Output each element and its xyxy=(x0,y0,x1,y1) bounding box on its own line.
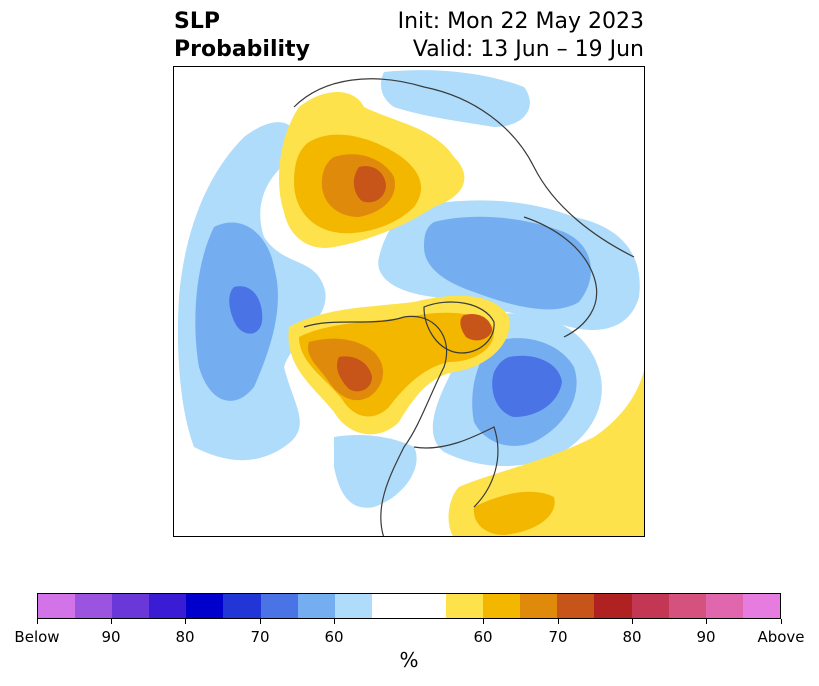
colorbar-segment xyxy=(260,594,298,618)
colorbar-tick-label: 80 xyxy=(622,628,642,646)
colorbar-tickmark xyxy=(781,619,782,624)
below-region-top xyxy=(381,70,530,127)
colorbar-segment xyxy=(408,594,447,618)
colorbar-segment xyxy=(38,594,76,618)
colorbar-tickmark xyxy=(260,619,261,624)
colorbar-tick-label: 70 xyxy=(548,628,568,646)
colorbar-segment xyxy=(668,594,706,618)
probability-map xyxy=(177,70,644,536)
coast-eurasia xyxy=(293,78,635,258)
colorbar-tickmark xyxy=(483,619,484,624)
coastlines xyxy=(293,78,635,536)
below-65-asia xyxy=(424,216,591,310)
colorbar-unit-label: % xyxy=(399,648,419,672)
colorbar-segment xyxy=(594,594,632,618)
colorbar-segment xyxy=(483,594,521,618)
colorbar-tick-label: Below xyxy=(14,628,60,646)
below-70-pacific xyxy=(229,286,263,334)
colorbar-tick-label: 60 xyxy=(324,628,344,646)
above-region-gulf xyxy=(448,369,644,536)
colorbar-tickmark xyxy=(334,619,335,624)
colorbar-segment xyxy=(557,594,595,618)
colorbar-tick-label: 60 xyxy=(473,628,493,646)
colorbar-tick-label: Above xyxy=(757,628,805,646)
colorbar-segment xyxy=(371,594,409,618)
colorbar-segment xyxy=(631,594,669,618)
colorbar-segment xyxy=(112,594,150,618)
map-panel xyxy=(173,66,645,537)
colorbar-segment xyxy=(520,594,558,618)
title-right: Init: Mon 22 May 2023 Valid: 13 Jun – 19… xyxy=(398,8,644,64)
colorbar-segment xyxy=(742,594,780,618)
colorbar-segment xyxy=(149,594,187,618)
coast-greenland xyxy=(423,301,495,354)
colorbar-tick-label: 90 xyxy=(101,628,121,646)
title-type: Probability xyxy=(174,37,310,62)
coast-north-america xyxy=(303,315,448,536)
colorbar-tickmark xyxy=(111,619,112,624)
colorbar-segment xyxy=(75,594,113,618)
colorbar-tickmark xyxy=(632,619,633,624)
above-75-greenland xyxy=(460,313,492,341)
init-date: Init: Mon 22 May 2023 xyxy=(397,9,644,34)
above-75-canada xyxy=(337,356,372,392)
colorbar-tick-label: 70 xyxy=(250,628,270,646)
above-65-gulf xyxy=(473,491,555,535)
valid-range: Valid: 13 Jun – 19 Jun xyxy=(412,37,644,62)
above-75-asia xyxy=(353,166,386,203)
colorbar xyxy=(37,593,781,619)
colorbar-segment xyxy=(334,594,372,618)
colorbar-segment xyxy=(446,594,484,618)
colorbar-tickmark xyxy=(37,619,38,624)
coast-europe xyxy=(523,216,598,338)
colorbar-tickmark xyxy=(185,619,186,624)
coast-usa-east xyxy=(413,426,499,508)
colorbar-segment xyxy=(297,594,335,618)
colorbar-segment xyxy=(705,594,743,618)
colorbar-segment xyxy=(223,594,261,618)
colorbar-segment xyxy=(186,594,224,618)
below-70-atlantic xyxy=(492,355,562,417)
colorbar-tick-label: 90 xyxy=(696,628,716,646)
colorbar-tick-label: 80 xyxy=(175,628,195,646)
title-left: SLP Probability xyxy=(174,8,310,64)
colorbar-tickmark xyxy=(558,619,559,624)
title-variable: SLP xyxy=(174,9,220,34)
colorbar-tickmark xyxy=(706,619,707,624)
below-region-na xyxy=(334,435,417,508)
